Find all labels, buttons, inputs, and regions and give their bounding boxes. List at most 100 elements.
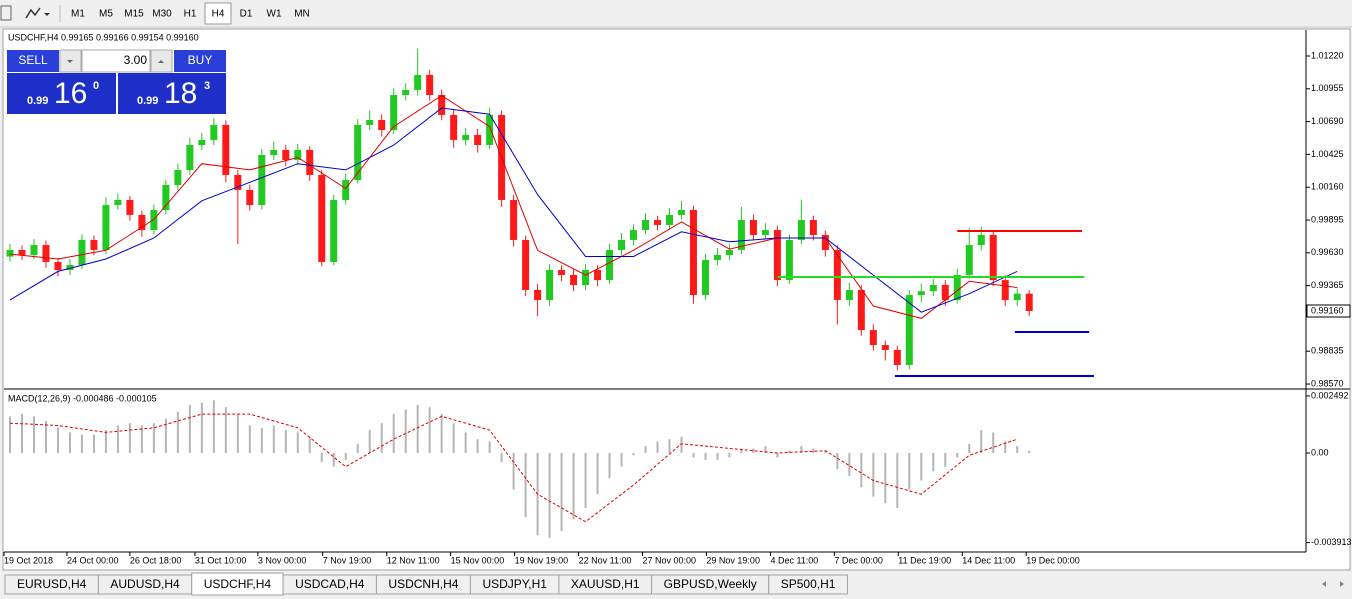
last-price-label: 0.99160 [1311, 305, 1344, 315]
timeframe-button[interactable]: M15 [124, 9, 144, 20]
timeframe-button[interactable]: W1 [267, 9, 282, 20]
timeframe-button[interactable]: H4 [212, 9, 225, 20]
x-tick-label: 14 Dec 11:00 [962, 555, 1015, 565]
candle-body [618, 239, 626, 250]
candle-body [150, 209, 158, 231]
x-tick-label: 27 Nov 00:00 [643, 555, 697, 565]
candle-body [1001, 280, 1009, 300]
candle-body [941, 285, 949, 300]
y-tick-label: 0.98835 [1311, 346, 1344, 356]
candle-body [102, 205, 110, 250]
candle-body [606, 249, 614, 281]
candle-body [402, 89, 410, 95]
candle-body [917, 291, 925, 296]
candle-body [677, 209, 685, 215]
buy-label: BUY [188, 53, 213, 67]
price-panel: 1.01220 1.00955 1.00690 1.00425 1.00160 0.998… [6, 48, 1351, 388]
candle-body [893, 349, 901, 365]
candle-body [294, 149, 302, 160]
candle-body [318, 174, 326, 262]
candle-body [78, 239, 86, 265]
ask-prefix: 0.99 [137, 95, 158, 107]
candle-body [126, 199, 134, 215]
timeframe-button[interactable]: M1 [71, 9, 85, 20]
candle-body [378, 120, 386, 131]
candle-body [953, 274, 961, 300]
candle-body [665, 214, 673, 225]
candle-body [582, 270, 590, 286]
candle-body [845, 289, 853, 300]
y-tick-label: 1.01220 [1311, 50, 1344, 60]
y-tick-label: 0.99365 [1311, 280, 1344, 290]
candle-body [977, 234, 985, 246]
tab-label: SP500,H1 [781, 577, 836, 591]
candle-body [965, 245, 973, 275]
candle-body [114, 199, 122, 206]
tab-label: USDCNH,H4 [388, 577, 458, 591]
tab-label: AUDUSD,H4 [110, 577, 180, 591]
bid-big: 16 [54, 77, 87, 110]
candle-body [246, 189, 254, 206]
candle-body [174, 170, 182, 185]
x-tick-label: 7 Nov 19:00 [323, 555, 372, 565]
macd-panel: 0.002492 0.00 -0.003913 19 Oct 2018 24 Oct 0… [3, 390, 1352, 565]
candle-body [989, 234, 997, 281]
toolbar [0, 0, 1352, 27]
x-tick-label: 3 Nov 00:00 [258, 555, 307, 565]
candle-body [749, 220, 757, 235]
candle-body [366, 120, 374, 125]
tab-scroll-left[interactable] [1322, 581, 1326, 587]
candle-body [210, 124, 218, 140]
tab-label: USDJPY,H1 [482, 577, 547, 591]
toolbar-icon[interactable] [25, 7, 41, 19]
candle-body [534, 289, 542, 300]
tab-label: XAUUSD,H1 [571, 577, 640, 591]
volume-input[interactable] [81, 49, 151, 73]
timeframe-button[interactable]: D1 [240, 9, 253, 20]
candle-body [30, 245, 38, 256]
candle-body [18, 249, 26, 256]
candle-body [857, 289, 865, 331]
candle-body [869, 330, 877, 346]
candle-body [881, 345, 889, 350]
candle-body [809, 220, 817, 235]
tab-label: USDCAD,H4 [295, 577, 365, 591]
x-tick-label: 11 Dec 19:00 [898, 555, 951, 565]
x-tick-label: 7 Dec 00:00 [834, 555, 883, 565]
active-timeframe [204, 2, 232, 25]
line [9, 107, 1018, 313]
y-tick-label: 1.00160 [1311, 182, 1344, 192]
candle-body [42, 245, 50, 262]
candle-body [54, 261, 62, 271]
tab[interactable] [768, 574, 848, 595]
tab-scroll-right[interactable] [1340, 581, 1344, 587]
timeframe-button[interactable]: MN [294, 9, 310, 20]
candle-body [390, 94, 398, 131]
candle-body [438, 94, 446, 115]
x-tick-label: 22 Nov 11:00 [579, 555, 632, 565]
candle-body [234, 174, 242, 190]
sell-button[interactable] [7, 50, 59, 72]
candle-body [725, 249, 733, 256]
candle-body [821, 234, 829, 250]
candle-body [546, 270, 554, 300]
dropdown-arrow[interactable] [44, 13, 50, 16]
candle-body [761, 230, 769, 235]
candle-body [642, 220, 650, 231]
candle-body [306, 149, 314, 175]
buy-button[interactable] [174, 50, 226, 72]
candle-body [342, 180, 350, 200]
bid-box[interactable] [7, 73, 116, 114]
candle-body [186, 145, 194, 171]
timeframe-button[interactable]: M30 [152, 9, 172, 20]
candle-body [773, 230, 781, 281]
candle-body [426, 74, 434, 95]
ask-big: 18 [164, 77, 197, 110]
toolbar-icon[interactable] [0, 5, 12, 21]
timeframe-button[interactable]: H1 [184, 9, 197, 20]
ask-box[interactable] [118, 73, 226, 114]
sell-label: SELL [18, 53, 48, 67]
timeframe-button[interactable]: M5 [99, 9, 113, 20]
candle-body [630, 230, 638, 240]
